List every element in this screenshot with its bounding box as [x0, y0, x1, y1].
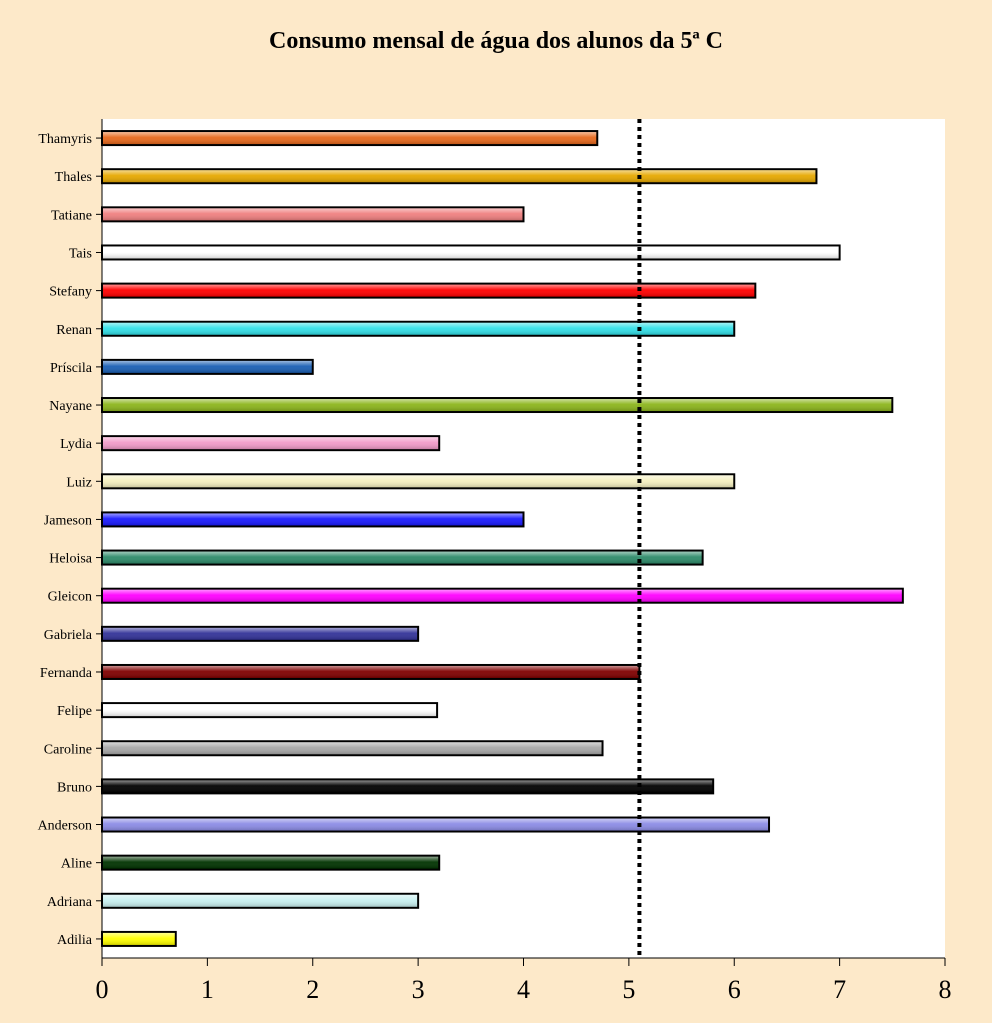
category-label: Gabriela — [44, 628, 93, 643]
category-label: Caroline — [44, 742, 92, 757]
bar-group-20 — [101, 892, 420, 909]
bar-shine — [103, 780, 713, 793]
bar-shine — [103, 627, 418, 640]
axis-layer: Thamyris Thales Tatiane Tais Stefany Renan Prí… — [38, 119, 952, 1004]
category-label: Adriana — [47, 895, 93, 910]
bar-shine — [103, 322, 734, 335]
bar-group-14 — [101, 663, 641, 680]
x-tick-label: 4 — [517, 975, 530, 1004]
bar-shine — [103, 589, 902, 602]
bar-group-19 — [101, 854, 441, 871]
bar-group-8 — [101, 435, 441, 452]
bar-shine — [103, 437, 439, 450]
category-label: Príscila — [50, 361, 93, 376]
bar-shine — [103, 894, 418, 907]
category-label: Adilia — [57, 933, 93, 948]
bar-group-7 — [101, 397, 894, 414]
x-tick-label: 5 — [622, 975, 635, 1004]
bar-shine — [103, 818, 769, 831]
category-label: Stefany — [49, 285, 92, 300]
bar-group-2 — [101, 206, 525, 223]
bar-shine — [103, 551, 702, 564]
bar-shine — [103, 704, 437, 717]
category-label: Tatiane — [51, 208, 92, 223]
bar-shine — [103, 932, 175, 945]
bar-group-6 — [101, 358, 314, 375]
x-tick-label: 0 — [96, 975, 109, 1004]
bar-group-0 — [101, 130, 599, 147]
category-label: Fernanda — [40, 666, 93, 681]
category-label: Renan — [56, 323, 92, 338]
category-label: Bruno — [57, 780, 92, 795]
bar-group-11 — [101, 549, 704, 566]
bar-shine — [103, 742, 602, 755]
x-tick-label: 1 — [201, 975, 214, 1004]
bar-shine — [103, 399, 892, 412]
bar-group-9 — [101, 473, 736, 490]
category-label: Thales — [55, 170, 92, 185]
bar-shine — [103, 284, 755, 297]
bar-group-10 — [101, 511, 525, 528]
x-tick-label: 8 — [939, 975, 952, 1004]
x-tick-label: 3 — [412, 975, 425, 1004]
bar-group-12 — [101, 587, 904, 604]
bar-shine — [103, 513, 523, 526]
bar-shine — [103, 360, 312, 373]
category-label: Heloisa — [49, 552, 93, 567]
bar-group-17 — [101, 778, 715, 795]
category-label: Nayane — [49, 399, 92, 414]
bar-group-4 — [101, 282, 757, 299]
category-label: Aline — [61, 857, 92, 872]
bar-shine — [103, 132, 597, 145]
bar-group-5 — [101, 320, 736, 337]
category-label: Tais — [69, 246, 92, 261]
category-label: Gleicon — [48, 590, 92, 605]
bar-group-21 — [101, 930, 177, 947]
bar-group-13 — [101, 625, 420, 642]
bar-shine — [103, 246, 839, 259]
category-label: Luiz — [66, 475, 92, 490]
x-tick-label: 6 — [728, 975, 741, 1004]
chart-title: Consumo mensal de água dos alunos da 5ª … — [269, 28, 723, 54]
bar-group-3 — [101, 244, 841, 261]
bar-shine — [103, 856, 439, 869]
bar-group-18 — [101, 816, 771, 833]
bar-shine — [103, 208, 523, 221]
bar-group-15 — [101, 702, 439, 719]
bar-group-1 — [101, 168, 818, 185]
category-label: Thamyris — [38, 132, 92, 147]
category-label: Anderson — [38, 819, 92, 834]
bar-shine — [103, 665, 639, 678]
category-label: Jameson — [44, 513, 92, 528]
bar-shine — [103, 475, 734, 488]
x-tick-label: 7 — [833, 975, 846, 1004]
category-label: Felipe — [57, 704, 92, 719]
category-label: Lydia — [60, 437, 93, 452]
bar-shine — [103, 170, 816, 183]
bar-group-16 — [101, 740, 604, 757]
x-tick-label: 2 — [306, 975, 319, 1004]
